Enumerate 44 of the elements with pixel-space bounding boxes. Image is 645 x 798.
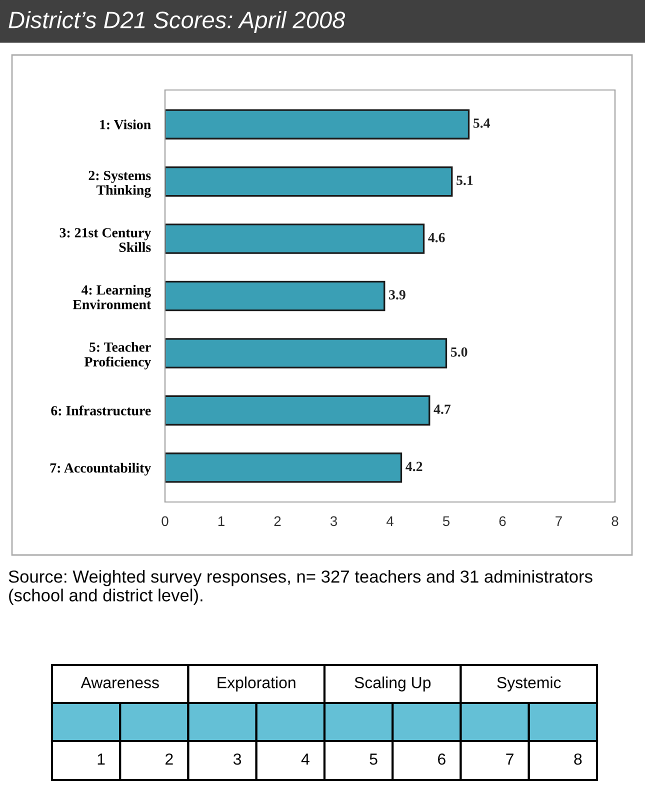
- x-tick-label: 3: [330, 516, 337, 526]
- x-tick-label: 0: [162, 516, 168, 526]
- text: 2: [166, 753, 173, 765]
- data-label: 4.2: [406, 462, 422, 472]
- bar: [165, 280, 386, 312]
- text: Exploration: [218, 676, 296, 692]
- x-tick-label: 5: [442, 516, 450, 526]
- y-tick-label: 1: Vision: [100, 120, 151, 130]
- y-tick-label: 7: Accountability: [50, 462, 151, 476]
- x-tick-label: 2: [274, 516, 281, 526]
- bar: [165, 338, 448, 368]
- text: 7: [506, 754, 514, 765]
- x-tick-label: 6: [499, 516, 506, 526]
- bar: [165, 224, 425, 254]
- text: 3: [233, 753, 242, 765]
- bar: [165, 166, 453, 197]
- bar: [165, 452, 402, 483]
- y-tick-label: 5: Teacher Proficiency: [84, 342, 151, 370]
- y-tick-label: 3: 21st Century Skills: [60, 228, 151, 252]
- source-note: Source: Weighted survey responses, n= 327 teachers and 31 administrators (school and district level).: [8, 570, 592, 605]
- text: 1: [98, 754, 105, 765]
- text: 5: [370, 754, 378, 765]
- data-label: 3.9: [389, 290, 406, 300]
- bar: [165, 109, 470, 140]
- y-tick-label: 6: Infrastructure: [51, 405, 151, 416]
- data-label: 4.6: [428, 232, 445, 242]
- chart-title: District’s D21 Scores: April 2008: [8, 10, 346, 34]
- x-tick-label: 7: [556, 516, 562, 526]
- x-tick-label: 8: [612, 516, 618, 526]
- bar: [165, 395, 430, 426]
- text: 4: [301, 754, 310, 765]
- data-label: 5.0: [450, 347, 468, 357]
- text: Scaling Up: [354, 676, 431, 692]
- text: Awareness: [80, 677, 159, 688]
- data-label: 5.4: [473, 118, 490, 128]
- y-tick-label: 2: Systems Thinking: [88, 170, 151, 198]
- text: Systemic: [497, 676, 561, 692]
- text: 6: [438, 753, 446, 765]
- data-label: 4.7: [434, 404, 451, 414]
- data-label: 5.1: [456, 176, 473, 186]
- y-tick-label: 4: Learning Environment: [72, 284, 152, 310]
- x-tick-label: 4: [386, 516, 394, 526]
- text: 8: [574, 753, 582, 765]
- x-tick-label: 1: [218, 516, 224, 526]
